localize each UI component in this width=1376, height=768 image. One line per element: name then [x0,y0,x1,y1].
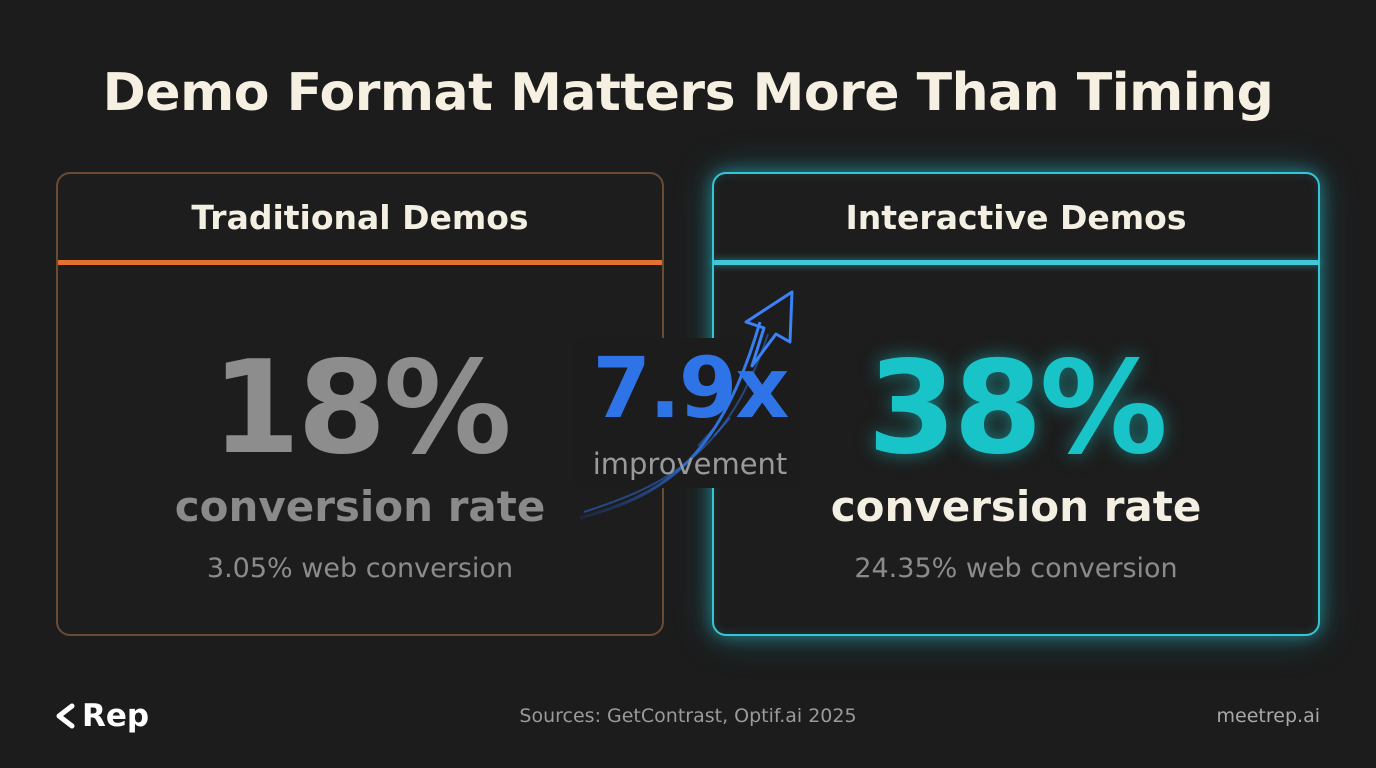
card-divider [58,260,662,265]
rep-logo[interactable]: Rep [54,694,149,738]
site-link[interactable]: meetrep.ai [1216,705,1320,727]
conversion-rate-value: 38% [867,334,1167,483]
up-arrow-icon [574,290,800,520]
interactive-demos-card: Interactive Demos 38% conversion rate 24… [712,172,1320,636]
card-divider [714,260,1318,265]
traditional-demos-card: Traditional Demos 18% conversion rate 3.… [56,172,664,636]
conversion-rate-label: conversion rate [830,482,1202,531]
card-header: Interactive Demos [845,198,1187,237]
improvement-label: improvement [592,447,788,481]
sources-note: Sources: GetContrast, Optif.ai 2025 [519,705,857,727]
page-title: Demo Format Matters More Than Timing [102,63,1274,123]
conversion-rate-label: conversion rate [174,482,546,531]
web-conversion-text: 3.05% web conversion [206,553,514,584]
conversion-rate-value: 18% [211,334,511,483]
web-conversion-text: 24.35% web conversion [854,553,1178,584]
card-header: Traditional Demos [191,198,529,237]
logo-text: Rep [82,698,150,734]
chevron-left-icon [56,703,75,729]
improvement-multiplier: 7.9x [592,339,790,437]
